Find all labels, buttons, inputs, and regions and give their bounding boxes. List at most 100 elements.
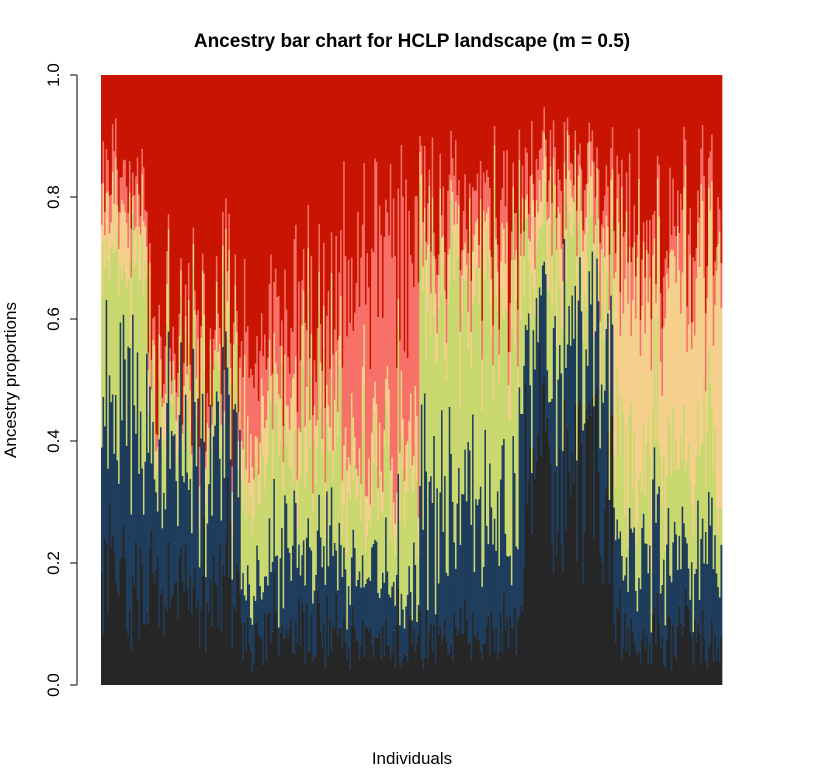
bar-segment [619, 335, 622, 456]
bar-segment [378, 75, 381, 206]
bar-segment [715, 506, 718, 574]
bar-segment [372, 462, 375, 544]
bar-segment [411, 263, 414, 466]
bar-segment [251, 467, 254, 534]
bar-segment [194, 326, 197, 402]
bar-segment [226, 367, 229, 476]
bar-segment [361, 75, 364, 225]
bar-segment [645, 634, 648, 685]
bar-segment [614, 253, 617, 272]
bar-segment [205, 504, 207, 578]
bar-segment [572, 75, 575, 186]
bar-segment [121, 279, 124, 421]
bar-segment [614, 642, 617, 685]
bar-segment [242, 573, 245, 660]
bar-segment [605, 488, 608, 685]
bar-segment [329, 75, 332, 369]
bar-segment [663, 664, 665, 685]
bar-segment [481, 410, 484, 587]
bar-segment [596, 75, 599, 148]
bar-segment [692, 321, 695, 533]
bar-segment [486, 525, 488, 626]
bar-segment [423, 146, 426, 208]
bar-segment [127, 636, 130, 685]
bar-segment [377, 75, 380, 317]
bar-segment [624, 515, 627, 576]
bar-segment [395, 574, 398, 625]
bar-segment [138, 75, 141, 195]
bar-segment [281, 527, 283, 626]
bar-segment [515, 213, 518, 250]
bar-segment [299, 475, 302, 576]
bar-segment [636, 235, 639, 258]
bar-segment [293, 490, 296, 654]
bar-segment [256, 621, 259, 685]
bar-segment [566, 117, 569, 132]
bar-segment [391, 586, 394, 653]
bar-segment [402, 658, 405, 685]
bar-segment [256, 437, 259, 469]
bar-segment [128, 192, 131, 259]
bar-segment [458, 629, 460, 685]
bar-segment [715, 270, 718, 507]
bar-segment [287, 636, 290, 685]
bar-segment [214, 582, 217, 685]
bar-segment [279, 398, 282, 444]
bar-segment [703, 176, 706, 279]
bar-segment [242, 377, 245, 450]
bar-segment [395, 492, 398, 537]
bar-segment [695, 640, 698, 685]
bar-segment [293, 430, 296, 491]
bar-segment [614, 540, 617, 643]
bar-segment [371, 432, 374, 506]
bar-segment [368, 520, 370, 578]
bar-segment [600, 249, 603, 306]
bar-segment [226, 271, 229, 302]
bar-segment [451, 158, 454, 193]
bar-segment [512, 435, 515, 629]
bar-segment [531, 75, 533, 122]
bar-segment [139, 75, 142, 217]
bar-segment [667, 268, 670, 289]
bar-segment [694, 75, 696, 262]
bar-segment [125, 223, 128, 289]
bar-segment [309, 75, 311, 359]
bar-segment [234, 310, 237, 404]
bar-segment [417, 604, 420, 634]
bar-segment [309, 547, 311, 652]
bar-segment [650, 319, 653, 371]
bar-segment [423, 656, 426, 685]
bar-segment [686, 351, 689, 462]
bar-segment [683, 75, 686, 127]
bar-segment [104, 212, 107, 236]
bar-segment [459, 607, 462, 685]
bar-segment [700, 148, 703, 185]
bar-segment [273, 367, 276, 479]
bar-segment [644, 497, 647, 544]
bar-segment [720, 308, 723, 508]
bar-segment [468, 642, 471, 685]
bar-segment [501, 652, 504, 685]
bar-segment [245, 650, 248, 685]
bar-segment [149, 386, 152, 548]
bar-segment [316, 328, 319, 421]
bar-segment [543, 107, 546, 134]
bar-segment [416, 480, 419, 622]
bar-segment [704, 313, 707, 392]
bar-segment [472, 187, 474, 252]
bar-segment [523, 75, 526, 232]
bar-segment [304, 322, 307, 427]
bar-segment [506, 222, 509, 313]
bar-segment [604, 508, 606, 685]
bar-segment [273, 332, 276, 368]
bar-segment [248, 377, 251, 484]
bar-segment [197, 598, 200, 685]
bar-segment [681, 75, 684, 210]
bar-segment [183, 75, 186, 364]
bar-segment [427, 658, 429, 685]
bar-segment [402, 609, 405, 659]
bar-segment [576, 75, 578, 211]
bar-segment [175, 420, 178, 463]
bar-segment [158, 75, 161, 305]
bar-segment [189, 429, 192, 479]
